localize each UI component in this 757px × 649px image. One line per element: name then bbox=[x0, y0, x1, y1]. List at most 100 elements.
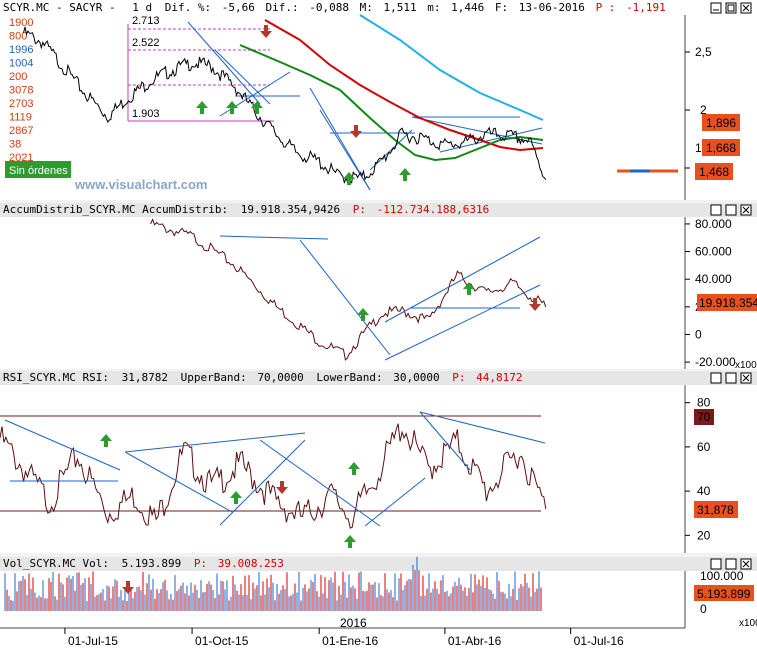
watermark: www.visualchart.com bbox=[74, 177, 207, 192]
accum-header-bar bbox=[0, 203, 757, 217]
order-book-number: 1004 bbox=[9, 58, 33, 70]
order-book-number: 200 bbox=[9, 71, 27, 83]
arrow-up-icon bbox=[399, 168, 411, 181]
price-window-controls[interactable] bbox=[710, 2, 752, 14]
vol-value: 5.193.899 bbox=[122, 557, 182, 570]
rsi-signal-arrows bbox=[100, 434, 360, 548]
accum-name: AccumDistrib_SCYR.MC AccumDistrib: bbox=[3, 203, 228, 216]
vol-window-controls[interactable] bbox=[710, 558, 752, 570]
vol-value-box bbox=[694, 585, 754, 601]
arrow-down-icon bbox=[529, 298, 541, 311]
header-min-label: m: bbox=[427, 1, 440, 14]
value-box-price-text: 1,468 bbox=[699, 165, 729, 179]
x-year-label: 2016 bbox=[340, 616, 367, 630]
x-tick-label: 01-Ene-16 bbox=[322, 634, 378, 648]
order-book-number: 2703 bbox=[9, 98, 33, 110]
rsi-trendlines[interactable] bbox=[4, 411, 546, 527]
sin-ordenes-badge[interactable] bbox=[5, 161, 71, 178]
order-book-number: 1900 bbox=[9, 17, 33, 29]
maximize-icon[interactable] bbox=[725, 558, 737, 570]
rsi-band-box-text: 70 bbox=[697, 410, 711, 424]
header-period: 1 d bbox=[132, 1, 152, 14]
minimize-icon[interactable] bbox=[710, 204, 722, 216]
header-date-label: F: bbox=[495, 1, 508, 14]
rsi-p-label: P: bbox=[452, 371, 465, 384]
accum-window-controls[interactable] bbox=[710, 204, 752, 216]
fibonacci-retracement[interactable]: 2.713 2.522 1.903 bbox=[127, 15, 274, 122]
accum-value-box bbox=[697, 294, 757, 311]
ma-red-line bbox=[264, 19, 544, 152]
header-symbol: SCYR.MC - SACYR - bbox=[3, 1, 116, 14]
order-book-numbers: 1900800199610042003078270311192867382021… bbox=[9, 17, 33, 178]
minimize-icon[interactable] bbox=[710, 558, 722, 570]
rsi-tick-label: 60 bbox=[697, 440, 711, 454]
accum-panel[interactable] bbox=[0, 217, 685, 369]
arrow-up-icon bbox=[343, 172, 355, 185]
accum-value: 19.918.354,9426 bbox=[241, 203, 340, 216]
x-axis bbox=[0, 628, 757, 649]
arrow-down-icon bbox=[122, 581, 134, 594]
price-signal-arrows bbox=[196, 25, 411, 185]
accum-line bbox=[150, 218, 547, 361]
rsi-upper: 70,0000 bbox=[257, 371, 303, 384]
header-min: 1,446 bbox=[451, 1, 484, 14]
price-header-bar bbox=[0, 0, 757, 15]
price-panel[interactable] bbox=[0, 15, 685, 200]
accum-value-box-text: 19.918.354 bbox=[699, 296, 757, 310]
rsi-tick-label: 40 bbox=[697, 484, 711, 498]
accum-tick-label: 60.000 bbox=[695, 245, 732, 259]
price-series bbox=[23, 26, 547, 184]
vol-p-label: P: bbox=[194, 557, 207, 570]
maximize-icon[interactable] bbox=[725, 372, 737, 384]
fib-label-mid: 2.522 bbox=[132, 37, 160, 49]
header-dif-abs: -0,088 bbox=[309, 1, 349, 14]
rsi-window-controls[interactable] bbox=[710, 372, 752, 384]
x-axis-labels: 01-Jul-15 01-Oct-15 01-Ene-16 01-Abr-16 01-J… bbox=[64, 628, 624, 648]
order-book-number: 2867 bbox=[9, 125, 33, 137]
header-date: 13-06-2016 bbox=[519, 1, 585, 14]
rsi-lower-label: LowerBand: bbox=[316, 371, 382, 384]
header-max: 1,511 bbox=[383, 1, 416, 14]
minimize-icon[interactable] bbox=[710, 372, 722, 384]
header-p-value: -1,191 bbox=[626, 1, 666, 14]
order-book-number: 800 bbox=[9, 31, 27, 43]
rsi-header: RSI_SCYR.MC RSI: 31,8782 UpperBand: 70,0… bbox=[3, 371, 523, 384]
header-p-label: P : bbox=[596, 1, 616, 14]
arrow-down-icon bbox=[350, 125, 362, 138]
rsi-panel[interactable] bbox=[0, 385, 685, 553]
vol-header-bar bbox=[0, 557, 757, 571]
arrow-down-icon bbox=[260, 25, 272, 38]
ma-green-line bbox=[239, 44, 544, 162]
accum-tick-label: 80.000 bbox=[695, 217, 732, 231]
accum-tick-label: -20.000 bbox=[695, 355, 736, 369]
vol-name: Vol_SCYR.MC Vol: bbox=[3, 557, 109, 570]
fib-label-bottom: 1.903 bbox=[132, 108, 160, 120]
order-book-number: 38 bbox=[9, 139, 21, 151]
rsi-upper-label: UpperBand: bbox=[181, 371, 247, 384]
minimize-icon[interactable] bbox=[710, 2, 722, 14]
rsi-series bbox=[0, 423, 547, 529]
rsi-line bbox=[0, 423, 547, 529]
value-box-price bbox=[695, 163, 733, 180]
value-box-cyan-ma bbox=[702, 114, 740, 131]
accum-header: AccumDistrib_SCYR.MC AccumDistrib: 19.91… bbox=[3, 203, 489, 216]
accum-trendlines[interactable] bbox=[219, 235, 541, 361]
ma-cyan-line bbox=[359, 14, 544, 121]
price-line bbox=[23, 26, 547, 184]
value-box-red-ma bbox=[702, 139, 740, 156]
accum-p-label: P: bbox=[353, 203, 366, 216]
arrow-up-icon bbox=[344, 535, 356, 548]
maximize-icon[interactable] bbox=[725, 2, 737, 14]
rsi-band-box bbox=[694, 409, 714, 425]
arrow-down-icon bbox=[276, 481, 288, 494]
arrow-up-icon bbox=[463, 282, 475, 295]
arrow-up-icon bbox=[251, 101, 263, 114]
maximize-icon[interactable] bbox=[725, 204, 737, 216]
vol-p-value: 39.008.253 bbox=[218, 557, 284, 570]
rsi-tick-label: 20 bbox=[697, 528, 711, 542]
header-dif-label: Dif. %: bbox=[165, 1, 211, 14]
vol-value-box-text: 5.193.899 bbox=[697, 587, 751, 601]
accum-tick-label: 40.000 bbox=[695, 272, 732, 286]
fib-label-top: 2.713 bbox=[132, 15, 160, 27]
accum-signal-arrows bbox=[357, 282, 541, 321]
